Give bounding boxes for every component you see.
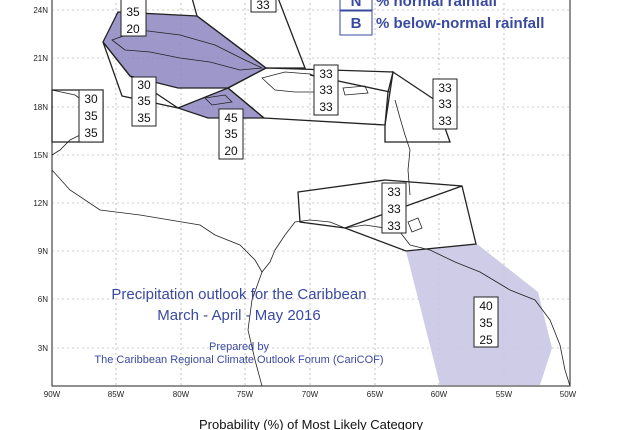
prob-box-value: 25 bbox=[479, 333, 493, 347]
prob-box-value: 33 bbox=[319, 83, 333, 97]
prob-box-value: 30 bbox=[137, 78, 151, 92]
prob-box-bahamas: 33 bbox=[250, 0, 277, 13]
lon-tick: 80W bbox=[173, 390, 190, 399]
coastline-yucatan bbox=[51, 89, 83, 156]
legend-label-below: % below-normal rainfall bbox=[376, 15, 544, 32]
prepared-by-label: Prepared by bbox=[209, 341, 269, 353]
prob-box-value: 45 bbox=[224, 111, 238, 125]
forum-credit: The Caribbean Regional Climate Outlook F… bbox=[94, 354, 383, 366]
prob-box-value: 35 bbox=[479, 316, 493, 330]
lon-tick: 85W bbox=[108, 390, 125, 399]
lon-tick: 55W bbox=[496, 390, 513, 399]
prob-box-value: 33 bbox=[438, 81, 452, 95]
lon-tick: 90W bbox=[44, 390, 61, 399]
prob-box-jamaica: 45 35 20 bbox=[218, 108, 244, 160]
lon-axis-labels: 90W 85W 80W 75W 70W 65W 60W 55W 50W bbox=[44, 390, 577, 399]
coastline-colombia-inland bbox=[247, 271, 263, 387]
lon-tick: 75W bbox=[237, 390, 254, 399]
lon-tick: 65W bbox=[367, 390, 384, 399]
prob-box-value: 33 bbox=[256, 0, 270, 12]
coastline-central-america bbox=[51, 169, 411, 273]
prob-box-value: 33 bbox=[387, 202, 401, 216]
lat-tick: 9N bbox=[38, 247, 48, 256]
lon-tick: 50W bbox=[560, 390, 577, 399]
coastline-trinidad bbox=[407, 217, 423, 233]
lat-tick: 6N bbox=[38, 295, 48, 304]
legend-key-below: B bbox=[351, 15, 362, 32]
prob-box-cuba-north: 35 20 bbox=[120, 0, 147, 37]
legend: N % normal rainfall B % below-normal rai… bbox=[339, 0, 544, 36]
prob-box-guianas: 40 35 25 bbox=[473, 296, 499, 348]
boundary-leewards bbox=[384, 70, 451, 143]
prob-box-value: 20 bbox=[126, 22, 140, 36]
prob-box-value: 33 bbox=[438, 114, 452, 128]
prob-box-leewards: 33 33 33 bbox=[432, 78, 458, 130]
legend-label-normal: % normal rainfall bbox=[376, 0, 497, 10]
footer-caption: Probability (%) of Most Likely Category bbox=[199, 417, 423, 430]
lat-tick: 15N bbox=[33, 151, 48, 160]
prob-box-value: 33 bbox=[319, 100, 333, 114]
lat-tick: 3N bbox=[38, 344, 48, 353]
prob-box-value: 35 bbox=[84, 109, 98, 123]
coastline-south-america bbox=[409, 244, 571, 387]
prob-box-belize-yucatan: 30 35 35 bbox=[78, 89, 104, 143]
lat-tick: 12N bbox=[33, 199, 48, 208]
legend-key-normal: N bbox=[351, 0, 362, 10]
map-title-line2: March - April - May 2016 bbox=[157, 307, 320, 324]
prob-box-value: 30 bbox=[84, 92, 98, 106]
lat-tick: 18N bbox=[33, 103, 48, 112]
prob-box-value: 20 bbox=[224, 144, 238, 158]
prob-box-value: 33 bbox=[319, 67, 333, 81]
prob-box-value: 40 bbox=[479, 299, 493, 313]
prob-box-value: 35 bbox=[137, 111, 151, 125]
lat-tick: 21N bbox=[33, 54, 48, 63]
prob-box-windwards: 33 33 33 bbox=[381, 182, 407, 234]
map-title-line1: Precipitation outlook for the Caribbean bbox=[111, 286, 366, 303]
lat-tick: 24N bbox=[33, 6, 48, 15]
coastline-puerto-rico bbox=[342, 85, 369, 96]
boundary-bahamas bbox=[191, 0, 306, 69]
prob-box-value: 35 bbox=[137, 94, 151, 108]
prob-box-value: 33 bbox=[387, 185, 401, 199]
prob-box-value: 33 bbox=[387, 219, 401, 233]
lon-tick: 70W bbox=[302, 390, 319, 399]
prob-box-hispaniola: 33 33 33 bbox=[313, 64, 339, 116]
coastlines bbox=[51, 29, 571, 387]
prob-box-value: 35 bbox=[224, 127, 238, 141]
coastline-jamaica bbox=[204, 94, 233, 106]
lat-axis-labels: 24N 21N 18N 15N 12N 9N 6N 3N bbox=[33, 6, 48, 353]
prob-box-value: 33 bbox=[438, 97, 452, 111]
prob-box-value: 35 bbox=[126, 5, 140, 19]
prob-box-cayman-west: 30 35 35 bbox=[131, 76, 157, 127]
map-frame bbox=[51, 0, 571, 387]
coastline-cuba bbox=[111, 29, 264, 71]
boundary-windwards bbox=[297, 179, 477, 252]
prob-box-value: 35 bbox=[84, 126, 98, 140]
lon-tick: 60W bbox=[431, 390, 448, 399]
